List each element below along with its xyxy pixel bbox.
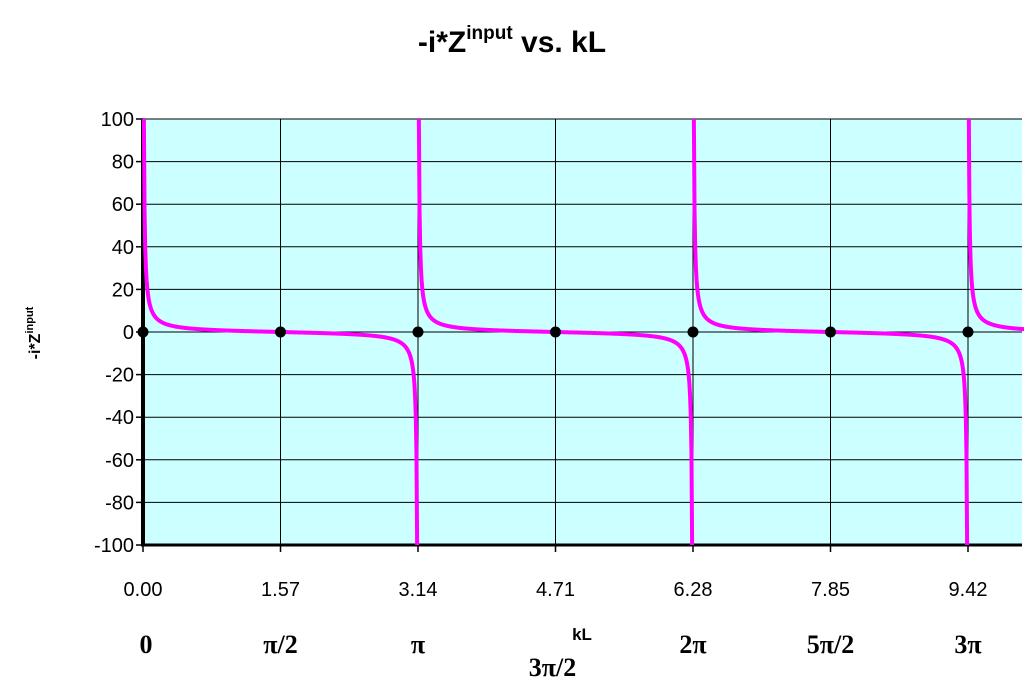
y-tick-label-0: 100 (101, 109, 134, 131)
x-pi-label-1: π/2 (263, 630, 297, 659)
marker-point-5 (825, 326, 837, 338)
chart-title-main: -i*Z (418, 26, 466, 59)
x-tick-label-1: 1.57 (261, 579, 300, 601)
x-tick-labels: 0.00 1.57 3.14 4.71 6.28 7.85 9.42 (124, 579, 988, 601)
x-pi-label-2: π (411, 630, 425, 659)
zero-markers (137, 326, 974, 338)
y-tick-label-9: -80 (105, 492, 134, 514)
x-pi-label-3: 3π/2 (529, 653, 576, 682)
y-tick-label-10: -100 (94, 535, 134, 557)
x-tick-label-5: 7.85 (811, 579, 850, 601)
x-tick-label-0: 0.00 (124, 579, 163, 601)
marker-point-6 (962, 326, 974, 338)
y-axis-label-main: -i*Z (27, 333, 44, 359)
marker-point-1 (275, 326, 287, 338)
x-pi-label-4: 2π (679, 630, 706, 659)
y-tick-label-4: 20 (112, 279, 134, 301)
y-tick-label-5: 0 (123, 322, 134, 344)
x-pi-labels: 0 π/2 π 3π/2 2π 5π/2 3π (140, 630, 982, 682)
series-branch-3 (966, 118, 1024, 332)
chart-title-sup: input (466, 23, 513, 44)
marker-point-4 (687, 326, 699, 338)
marker-point-3 (550, 326, 562, 338)
y-tick-label-8: -60 (105, 450, 134, 472)
chart-title: -i*Zinput vs. kL (418, 23, 606, 59)
y-tick-labels: 100 80 60 40 20 0 -20 -40 -60 -80 -100 (94, 109, 134, 557)
x-tick-label-4: 6.28 (674, 579, 713, 601)
y-tick-label-1: 80 (112, 152, 134, 174)
y-tick-label-6: -20 (105, 365, 134, 387)
y-tick-label-2: 60 (112, 194, 134, 216)
marker-point-2 (412, 326, 424, 338)
y-tick-label-3: 40 (112, 237, 134, 259)
y-tick-label-7: -40 (105, 407, 134, 429)
x-tick-label-2: 3.14 (399, 579, 438, 601)
x-axis-label: kL (572, 625, 592, 644)
x-pi-label-0: 0 (140, 630, 153, 659)
marker-point-0 (137, 326, 149, 338)
x-pi-label-6: 3π (954, 630, 981, 659)
y-axis-label-sup: input (24, 306, 36, 333)
x-tick-label-3: 4.71 (536, 579, 575, 601)
x-tick-label-6: 9.42 (949, 579, 988, 601)
x-pi-label-5: 5π/2 (807, 630, 854, 659)
y-axis-label: -i*Zinput (24, 306, 44, 359)
chart-title-suffix: vs. kL (513, 26, 606, 59)
